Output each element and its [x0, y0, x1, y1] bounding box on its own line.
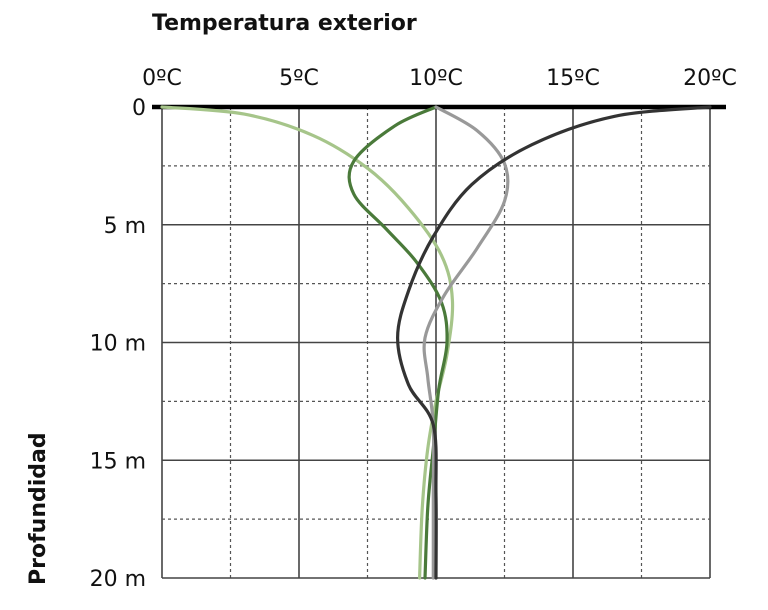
- y-tick-label: 10 m: [90, 332, 146, 357]
- x-tick-label: 0ºC: [142, 66, 182, 91]
- series-lines: [160, 105, 712, 580]
- y-axis-label: Profundidad: [26, 432, 51, 585]
- x-tick-label: 10ºC: [409, 66, 463, 91]
- y-tick-label: 5 m: [104, 214, 146, 239]
- series-line-3: [422, 105, 510, 580]
- chart-title: Temperatura exterior: [152, 11, 417, 36]
- x-tick-label: 5ºC: [279, 66, 319, 91]
- y-tick-labels: 0 5 m 10 m 15 m 20 m: [90, 96, 146, 592]
- grid: [152, 104, 726, 579]
- series-line-4: [395, 105, 712, 580]
- y-tick-label: 15 m: [90, 449, 146, 474]
- x-tick-label: 15ºC: [546, 66, 600, 91]
- y-tick-label: 0: [132, 96, 146, 121]
- x-tick-label: 20ºC: [683, 66, 737, 91]
- y-tick-label: 20 m: [90, 567, 146, 592]
- x-tick-labels: 0ºC 5ºC 10ºC 15ºC 20ºC: [142, 66, 737, 91]
- series-line-1: [160, 105, 455, 580]
